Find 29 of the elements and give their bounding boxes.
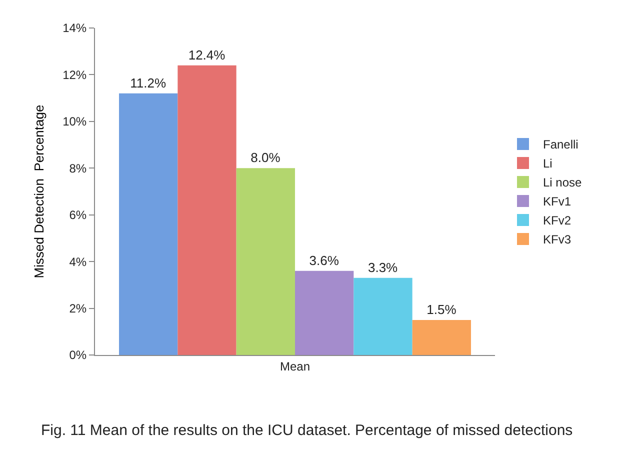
legend-label: Fanelli — [543, 138, 578, 152]
y-tick-label: 10% — [62, 114, 87, 129]
data-label: 12.4% — [188, 47, 226, 62]
y-tick-label: 2% — [69, 301, 87, 316]
bar — [119, 93, 178, 355]
legend-label: KFv2 — [543, 214, 572, 228]
y-tick-label: 0% — [69, 348, 87, 362]
y-tick-label: 8% — [69, 161, 87, 176]
y-tick-label: 4% — [69, 254, 87, 269]
bar — [236, 168, 295, 355]
y-tick-label: 14% — [62, 21, 87, 36]
data-label: 1.5% — [426, 302, 457, 317]
bar — [178, 65, 236, 355]
bar — [412, 320, 471, 355]
data-label: 11.2% — [130, 75, 167, 90]
x-tick-label: Mean — [280, 359, 310, 374]
legend-label: Li nose — [543, 176, 582, 190]
bar — [354, 278, 412, 355]
legend-label: KFv1 — [543, 194, 572, 209]
y-tick-label: 6% — [69, 208, 87, 222]
legend-label: Li — [543, 156, 552, 171]
y-tick-label: 12% — [62, 68, 87, 82]
data-label: 8.0% — [250, 150, 281, 166]
bar — [295, 270, 354, 355]
y-axis-title: Missed Detection Percentage — [32, 104, 47, 278]
legend-label: KFv3 — [543, 232, 572, 247]
caption: Fig. 11 Mean of the results on the ICU dataset. Percentage of missed detections — [41, 422, 573, 439]
data-label: 3.3% — [368, 260, 398, 275]
data-label: 3.6% — [309, 252, 340, 268]
